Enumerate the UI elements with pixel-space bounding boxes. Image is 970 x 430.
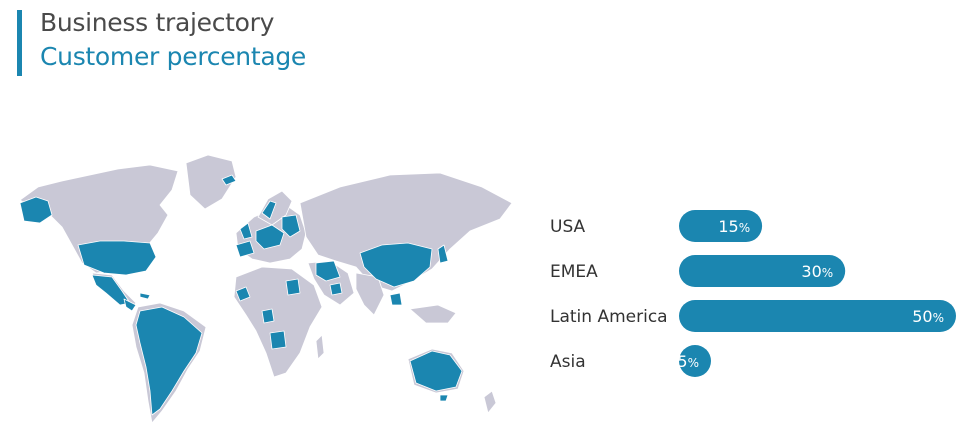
highlight-japan: [437, 244, 449, 264]
category-label: Asia: [550, 352, 586, 372]
customer-bar-chart: USA 15% EMEA 30% Latin America 50% Asia 5%: [550, 210, 956, 377]
highlight-central-europe: [255, 224, 285, 250]
bars-layer: USA 15% EMEA 30% Latin America 50% Asia 5%: [550, 210, 956, 377]
page-title: Business trajectory: [40, 8, 275, 37]
highlight-usa: [77, 240, 157, 276]
bar-value-label: 15%: [718, 217, 750, 236]
land-greenland: [185, 154, 237, 210]
highlight-alaska: [19, 196, 53, 224]
world-map: [19, 154, 513, 424]
page-subtitle: Customer percentage: [40, 42, 307, 71]
bar-value-label: 50%: [912, 307, 944, 326]
bar: [679, 210, 763, 242]
highlight-south-america: [135, 306, 203, 416]
bar: [679, 255, 846, 287]
bar: [679, 345, 711, 377]
category-label: EMEA: [550, 262, 598, 282]
highlight-southeast-asia: [389, 292, 403, 306]
bar: [679, 300, 956, 332]
title-accent-bar: [17, 10, 22, 76]
category-label: USA: [550, 217, 586, 237]
highlight-eastern-europe: [281, 214, 301, 238]
highlight-central-america: [123, 298, 137, 312]
bar-value-label: 30%: [801, 262, 833, 281]
header: Business trajectory Customer percentage: [40, 6, 306, 74]
highlight-australia: [409, 350, 463, 392]
land-new-zealand: [483, 390, 497, 414]
highlight-caribbean: [139, 292, 151, 300]
highlight-iberia: [235, 240, 255, 258]
highlight-tasmania: [439, 394, 449, 402]
highlight-gulf: [329, 282, 343, 296]
highlight-uk: [239, 222, 253, 240]
highlight-iceland: [221, 174, 237, 186]
category-label: Latin America: [550, 307, 668, 327]
highlight-iran: [315, 260, 341, 282]
highlight-north-africa: [285, 278, 301, 296]
land-africa: [233, 266, 323, 378]
highlight-angola: [269, 330, 287, 350]
highlight-norway: [261, 200, 277, 220]
highlighted-countries: [19, 174, 463, 416]
highlight-china: [359, 242, 433, 288]
highlight-west-africa: [235, 286, 251, 302]
land-southeast-asia: [409, 304, 457, 324]
bar-value-label: 5%: [677, 352, 699, 371]
highlight-central-africa: [261, 308, 275, 324]
land-madagascar: [315, 334, 325, 360]
